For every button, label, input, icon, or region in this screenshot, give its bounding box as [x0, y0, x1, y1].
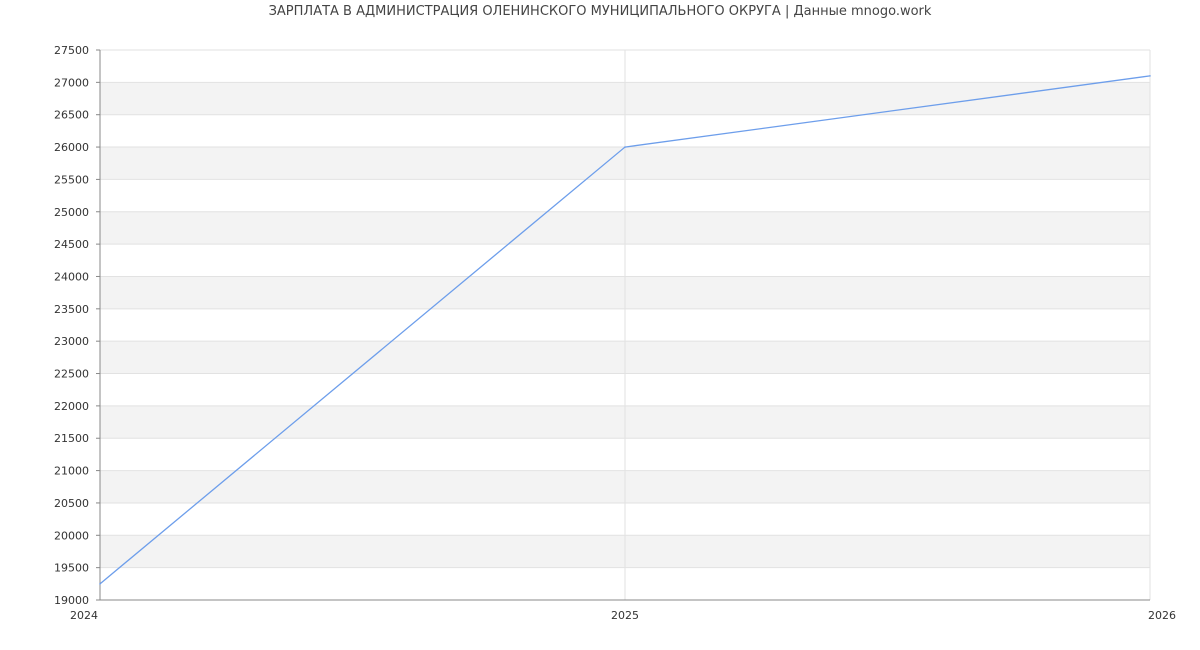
- y-tick-label: 23000: [54, 335, 89, 348]
- y-tick-label: 24000: [54, 270, 89, 283]
- y-tick-label: 19000: [54, 594, 89, 607]
- x-tick-label: 2024: [70, 609, 98, 622]
- y-tick-label: 25500: [54, 173, 89, 186]
- x-tick-label: 2026: [1148, 609, 1176, 622]
- y-tick-label: 21000: [54, 465, 89, 478]
- data-point: [1149, 75, 1151, 77]
- x-tick-label: 2025: [611, 609, 639, 622]
- y-tick-label: 20000: [54, 529, 89, 542]
- y-tick-label: 19500: [54, 562, 89, 575]
- y-tick-label: 22500: [54, 368, 89, 381]
- chart-title: ЗАРПЛАТА В АДМИНИСТРАЦИЯ ОЛЕНИНСКОГО МУН…: [268, 4, 932, 19]
- y-tick-label: 25000: [54, 206, 89, 219]
- y-tick-label: 27000: [54, 76, 89, 89]
- y-tick-label: 26500: [54, 109, 89, 122]
- data-point: [624, 146, 626, 148]
- y-tick-label: 26000: [54, 141, 89, 154]
- y-tick-label: 24500: [54, 238, 89, 251]
- y-tick-label: 23500: [54, 303, 89, 316]
- y-tick-label: 22000: [54, 400, 89, 413]
- y-tick-label: 20500: [54, 497, 89, 510]
- y-tick-label: 21500: [54, 432, 89, 445]
- data-point: [99, 583, 101, 585]
- y-tick-label: 27500: [54, 44, 89, 57]
